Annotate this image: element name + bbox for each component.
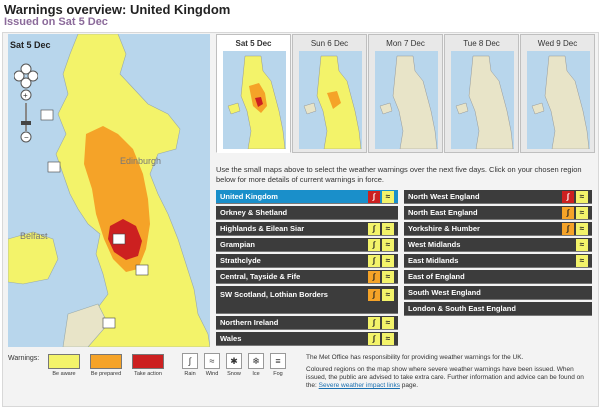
main-map-date: Sat 5 Dec — [10, 40, 51, 50]
yellow-wind-icon: ≈ — [576, 191, 588, 203]
red-rain-icon: ∫ — [562, 191, 574, 203]
pan-right-icon — [27, 70, 38, 82]
thumbnail-map — [527, 51, 590, 149]
region-united-kingdom[interactable]: United Kingdom ∫ ≈ — [216, 190, 398, 204]
region-yorkshire-humber[interactable]: Yorkshire & Humber ∫ ≈ — [404, 222, 592, 236]
orange-rain-icon: ∫ — [562, 223, 574, 235]
legend-take-action-swatch — [132, 354, 164, 369]
yellow-wind-icon: ≈ — [382, 333, 394, 345]
yellow-rain-icon: ∫ — [368, 333, 380, 345]
tab-tue-8-dec[interactable]: Tue 8 Dec — [444, 34, 519, 153]
yellow-rain-icon: ∫ — [368, 223, 380, 235]
yellow-rain-icon: ∫ — [368, 255, 380, 267]
zoom-in-icon — [20, 89, 32, 101]
legend-snow-label: Snow — [227, 371, 241, 377]
region-strathclyde[interactable]: Strathclyde ∫ ≈ — [216, 254, 398, 268]
map-navigation-controls[interactable]: + − — [14, 63, 38, 153]
region-west-midlands[interactable]: West Midlands ≈ — [404, 238, 592, 252]
map-label-edinburgh: Edinburgh — [120, 156, 161, 166]
region-grampian[interactable]: Grampian ∫ ≈ — [216, 238, 398, 252]
pan-up-icon — [20, 63, 32, 75]
svg-text:−: − — [24, 133, 29, 142]
yellow-wind-icon: ≈ — [382, 191, 394, 203]
rain-icon: ∫ — [182, 353, 198, 369]
fog-icon: ≡ — [270, 353, 286, 369]
orange-rain-icon: ∫ — [368, 271, 380, 283]
tab-sun-6-dec[interactable]: Sun 6 Dec — [292, 34, 367, 153]
region-orkney-shetland[interactable]: Orkney & Shetland — [216, 206, 398, 220]
day-tabs: Sat 5 Dec Sun 6 Dec Mon 7 Dec Tue 8 Dec — [216, 34, 598, 154]
yellow-rain-icon: ∫ — [368, 317, 380, 329]
region-east-of-england[interactable]: East of England — [404, 270, 592, 284]
region-northern-ireland[interactable]: Northern Ireland ∫ ≈ — [216, 316, 398, 330]
issued-date: Issued on Sat 5 Dec — [4, 16, 108, 28]
tab-sat-5-dec[interactable]: Sat 5 Dec — [216, 34, 291, 153]
note-advice: Coloured regions on the map show where s… — [306, 366, 584, 389]
note-responsibility: The Met Office has responsibility for pr… — [306, 354, 524, 361]
yellow-rain-icon: ∫ — [368, 239, 380, 251]
legend-ice-label: Ice — [252, 371, 260, 377]
pan-left-icon — [14, 70, 25, 82]
tab-wed-9-dec[interactable]: Wed 9 Dec — [520, 34, 595, 153]
legend-title: Warnings: — [8, 355, 40, 362]
legend-be-aware-label: Be aware — [52, 371, 76, 377]
region-north-east-england[interactable]: North East England ∫ ≈ — [404, 206, 592, 220]
yellow-wind-icon: ≈ — [382, 239, 394, 251]
page-header: Warnings overview: United Kingdom Issued… — [0, 0, 599, 30]
region-north-west-england[interactable]: North West England ∫ ≈ — [404, 190, 592, 204]
orange-rain-icon: ∫ — [562, 207, 574, 219]
orange-rain-icon: ∫ — [368, 289, 380, 301]
ice-icon: ❄ — [248, 353, 264, 369]
thumbnail-map — [223, 51, 286, 149]
yellow-wind-icon: ≈ — [382, 223, 394, 235]
map-label-belfast: Belfast — [20, 231, 48, 241]
region-wales[interactable]: Wales ∫ ≈ — [216, 332, 398, 346]
tab-mon-7-dec[interactable]: Mon 7 Dec — [368, 34, 443, 153]
legend-wind-label: Wind — [205, 371, 219, 377]
pan-down-icon — [20, 77, 32, 89]
wind-icon: ≈ — [204, 353, 220, 369]
region-london-south-east[interactable]: London & South East England — [404, 302, 592, 316]
severe-weather-impact-link[interactable]: Severe weather impact links — [318, 382, 400, 389]
thumbnail-map — [299, 51, 362, 149]
legend-fog-label: Fog — [273, 371, 283, 377]
met-office-note: The Met Office has responsibility for pr… — [306, 354, 596, 390]
thumbnail-map — [375, 51, 438, 149]
legend-be-prepared-swatch — [90, 354, 122, 369]
yellow-wind-icon: ≈ — [576, 207, 588, 219]
main-warning-map[interactable]: Edinburgh Belfast — [8, 34, 210, 347]
yellow-wind-icon: ≈ — [382, 317, 394, 329]
svg-text:+: + — [23, 91, 28, 100]
legend-be-prepared-label: Be prepared — [90, 371, 122, 377]
region-central-tayside-fife[interactable]: Central, Tayside & Fife ∫ ≈ — [216, 270, 398, 284]
region-sw-scotland-lothian-borders[interactable]: SW Scotland, Lothian Borders ∫ ≈ — [216, 286, 398, 314]
yellow-wind-icon: ≈ — [576, 223, 588, 235]
instructions-text: Use the small maps above to select the w… — [216, 165, 582, 184]
warnings-legend: Warnings: Be aware Be prepared Take acti… — [8, 352, 308, 392]
yellow-wind-icon: ≈ — [576, 255, 588, 267]
thumbnail-map — [451, 51, 514, 149]
yellow-wind-icon: ≈ — [382, 271, 394, 283]
legend-rain-label: Rain — [184, 371, 196, 377]
yellow-wind-icon: ≈ — [382, 289, 394, 301]
region-highlands[interactable]: Highlands & Eilean Siar ∫ ≈ — [216, 222, 398, 236]
legend-be-aware-swatch — [48, 354, 80, 369]
region-east-midlands[interactable]: East Midlands ≈ — [404, 254, 592, 268]
yellow-wind-icon: ≈ — [382, 255, 394, 267]
legend-take-action-label: Take action — [134, 371, 162, 377]
zoom-out-icon — [20, 131, 32, 143]
yellow-wind-icon: ≈ — [576, 239, 588, 251]
region-south-west-england[interactable]: South West England — [404, 286, 592, 300]
red-rain-icon: ∫ — [368, 191, 380, 203]
page-title: Warnings overview: United Kingdom — [4, 2, 231, 17]
snow-icon: ✱ — [226, 353, 242, 369]
